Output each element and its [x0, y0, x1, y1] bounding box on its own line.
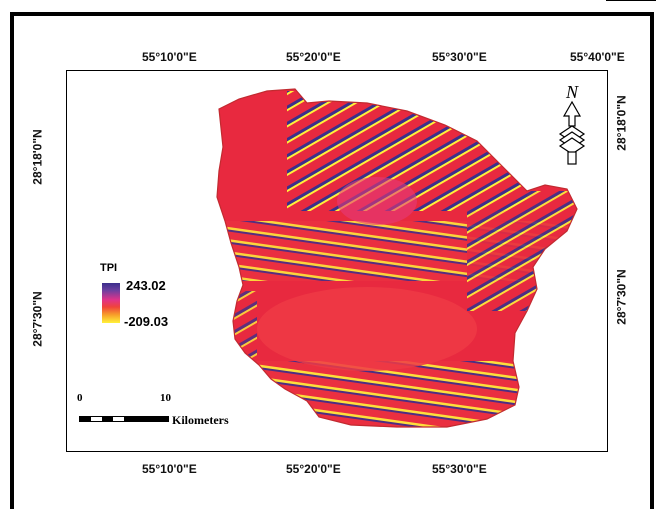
map-frame	[66, 70, 608, 452]
bottom-tick-2: 55°20'0"E	[286, 462, 341, 476]
tpi-raster	[216, 88, 578, 428]
legend-max: 243.02	[126, 278, 166, 293]
outer-frame	[10, 12, 654, 509]
left-tick-1: 28°18'0"N	[30, 129, 45, 185]
legend-color-ramp	[102, 283, 120, 323]
legend-min: -209.03	[124, 314, 169, 329]
top-tick-3: 55°30'0"E	[432, 50, 487, 64]
bottom-tick-3: 55°30'0"E	[432, 462, 487, 476]
north-letter: N	[565, 82, 579, 102]
top-tick-2: 55°20'0"E	[286, 50, 341, 64]
right-tick-2: 28°7'30"N	[614, 269, 629, 325]
legend-title: TPI	[100, 262, 118, 274]
left-tick-2: 28°7'30"N	[30, 291, 45, 347]
north-arrow-icon: N	[558, 82, 586, 165]
top-tick-1: 55°10'0"E	[142, 50, 197, 64]
north-arrow: N	[552, 82, 592, 166]
scale-zero-label: 0	[77, 392, 83, 404]
top-tick-4: 55°40'0"E	[570, 50, 625, 64]
scale-bar	[79, 416, 169, 422]
scale-unit-label: Kilometers	[172, 413, 229, 427]
scale-ten-label: 10	[160, 392, 171, 404]
corner-tab	[606, 0, 656, 4]
bottom-tick-1: 55°10'0"E	[142, 462, 197, 476]
right-tick-1: 28°18'0"N	[614, 95, 629, 151]
